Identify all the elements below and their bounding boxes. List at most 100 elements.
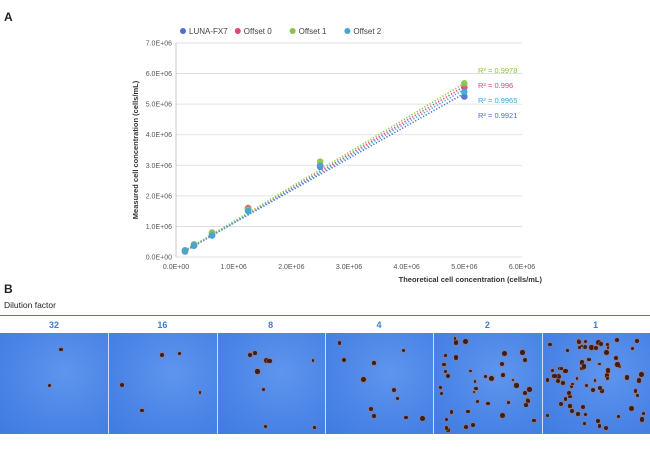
cell-dot (489, 375, 494, 381)
cell-dot (568, 404, 572, 408)
cell-dot (442, 362, 447, 367)
cell-dot (337, 341, 342, 345)
cell-dot (570, 382, 574, 386)
cell-dot (640, 417, 645, 422)
y-tick-label: 7.0E+06 (146, 41, 172, 48)
cell-dot (579, 359, 585, 365)
cell-dot (453, 337, 457, 340)
cell-dot (629, 406, 635, 412)
y-tick-label: 5.0E+06 (146, 102, 172, 109)
cell-dot (638, 372, 644, 377)
cell-dot (311, 358, 315, 362)
cell-dot (613, 355, 619, 360)
legend-label: Offset 0 (244, 27, 272, 36)
cell-dot (404, 415, 408, 420)
cell-dot (198, 391, 202, 394)
trendline (184, 85, 465, 253)
cell-dot (372, 361, 376, 365)
y-tick-label: 6.0E+06 (146, 71, 172, 78)
cell-dot (500, 361, 505, 366)
cell-image-tile (433, 333, 542, 434)
x-tick-label: 3.0E+06 (336, 264, 362, 271)
cell-dot (255, 369, 260, 374)
cell-dot (368, 406, 373, 411)
tile-separator (325, 333, 326, 434)
cell-dot (604, 373, 610, 379)
x-tick-label: 5.0E+06 (451, 264, 477, 271)
cell-dot (558, 402, 563, 407)
cell-dot (140, 408, 144, 413)
cell-dot (545, 378, 549, 382)
cell-dot (444, 426, 449, 431)
cell-dot (439, 386, 443, 390)
panel-b-letter: B (4, 282, 13, 296)
data-point (461, 93, 468, 100)
cell-dot (59, 347, 63, 352)
dilution-factor-32: 32 (48, 320, 59, 330)
tile-separator (216, 333, 218, 434)
y-tick-label: 2.0E+06 (146, 193, 172, 200)
cell-dot (476, 400, 480, 404)
legend-label: Offset 1 (299, 27, 327, 36)
cell-dot (248, 352, 253, 357)
cell-dot (484, 375, 488, 378)
cell-dot (178, 351, 182, 355)
cell-dot (605, 367, 611, 373)
cell-dot (395, 396, 400, 401)
y-tick-label: 1.0E+06 (146, 224, 172, 231)
cell-dot (525, 397, 529, 401)
cell-dot (514, 383, 519, 388)
dilution-factor-title: Dilution factor (4, 300, 56, 310)
cell-dot (585, 383, 589, 388)
cell-dot (577, 339, 582, 344)
cell-dot (635, 338, 640, 343)
cell-dot (443, 369, 448, 374)
cell-dot (575, 376, 579, 380)
x-tick-label: 6.0E+06 (509, 264, 535, 271)
cell-dot (523, 391, 527, 395)
cell-dot (615, 338, 620, 343)
cell-dot (590, 387, 595, 393)
trendline (184, 92, 465, 251)
cell-dot (511, 378, 515, 382)
cell-dot (372, 414, 376, 418)
cell-dot (584, 413, 587, 416)
cell-dot (440, 392, 444, 396)
dilution-factor-16: 16 (157, 320, 168, 330)
x-tick-label: 4.0E+06 (394, 264, 420, 271)
cell-dot (597, 385, 602, 390)
cell-dot (606, 346, 610, 349)
cell-dot (463, 424, 468, 430)
cell-dot (584, 339, 588, 343)
dilution-factor-1: 1 (593, 320, 599, 330)
cell-dot (466, 409, 470, 413)
dilution-factor-2: 2 (484, 320, 490, 330)
cell-dot (633, 389, 638, 393)
cell-dot (391, 388, 397, 393)
cell-image-tile (216, 333, 325, 434)
cell-dot (47, 383, 51, 387)
cell-dot (486, 401, 490, 406)
cell-dot (570, 408, 575, 413)
y-tick-label: 4.0E+06 (146, 132, 172, 139)
scatter-chart: 0.0E+00 1.0E+06 2.0E+06 3.0E+06 4.0E+06 5.0E+… (131, 27, 542, 284)
cell-image-strip (0, 333, 650, 434)
cell-dot (557, 366, 561, 371)
cell-image-tile (108, 333, 217, 434)
cell-dot (444, 354, 447, 357)
cell-dot (606, 376, 610, 380)
x-tick-label: 1.0E+06 (221, 264, 247, 271)
dilution-factor-4: 4 (376, 320, 382, 330)
cell-dot (445, 374, 450, 379)
cell-dot (550, 369, 554, 373)
cell-dot (545, 414, 549, 418)
tile-separator (541, 333, 543, 434)
cell-dot (593, 345, 599, 350)
cell-dot (453, 355, 459, 360)
legend-marker (289, 28, 296, 34)
cell-dot (580, 405, 585, 410)
cell-dot (502, 351, 508, 357)
cell-dot (630, 346, 635, 351)
cell-dot (360, 377, 366, 383)
legend-marker (234, 28, 241, 34)
